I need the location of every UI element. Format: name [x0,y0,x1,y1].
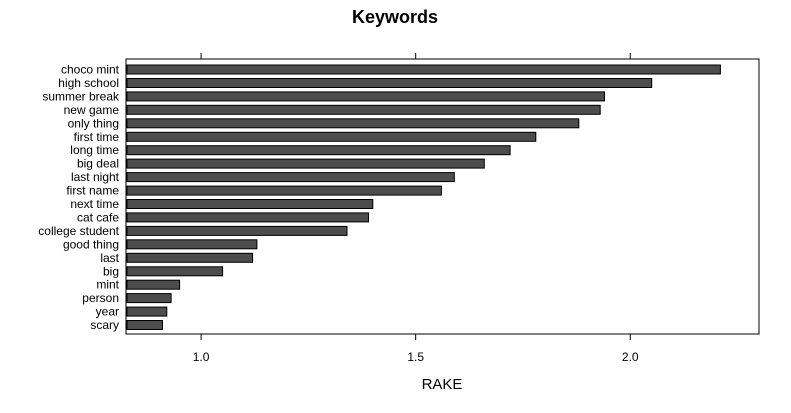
bar-new-game [126,104,601,115]
bar-high-school [126,78,653,88]
bar-scary [126,320,163,330]
category-label: big [103,264,119,278]
category-label: cat cafe [77,210,119,224]
category-label: choco mint [61,63,120,77]
category-label: good thing [63,237,119,251]
bar-big-deal [126,158,485,169]
category-label: last night [71,170,120,184]
bar-first-name [126,185,442,196]
x-tick-label: 1.5 [407,350,424,364]
x-axis-label: RAKE [422,376,463,393]
category-label: long time [70,143,119,157]
bars-group [126,64,721,330]
bar-good-thing [126,239,258,250]
x-axis-ticks: 1.0 1.5 2.0 [193,53,639,364]
bar-year [126,306,168,317]
category-label: person [82,291,119,305]
category-label: new game [64,103,120,117]
bar-first-time [126,131,537,142]
category-label: next time [70,197,119,211]
category-label: only thing [68,116,119,130]
bar-person [126,293,172,304]
bar-long-time [126,145,511,156]
chart-title: Keywords [352,7,438,27]
category-label: summer break [42,89,120,103]
bar-mint [126,279,181,290]
x-tick-label: 1.0 [193,350,210,364]
bar-college-student [126,225,348,236]
category-label: year [96,305,119,319]
category-label: college student [38,224,119,238]
bar-cat-cafe [126,212,369,223]
bar-next-time [126,199,374,209]
category-label: scary [90,318,119,332]
plot-frame [125,58,760,335]
bar-choco-mint [126,64,721,75]
category-label: big deal [77,157,119,171]
bar-last-night [126,172,455,183]
x-tick-label: 2.0 [622,350,639,364]
bar-summer-break [126,91,605,102]
category-label: mint [96,278,119,292]
category-label: last [100,251,119,265]
category-label: high school [58,76,119,90]
category-label: first name [66,184,119,198]
bar-last [126,252,254,263]
bar-only-thing [126,118,580,129]
category-label: first time [74,130,120,144]
bar-big [126,266,224,277]
